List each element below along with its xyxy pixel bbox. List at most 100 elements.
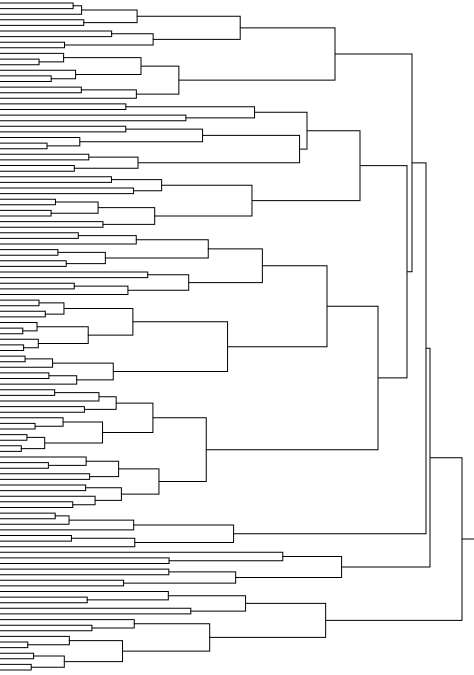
dendrogram-merge-link xyxy=(0,310,46,318)
dendrogram-merge-link xyxy=(20,436,46,450)
dendrogram-merge-link xyxy=(0,260,67,267)
dendrogram-merge-link xyxy=(205,305,379,451)
dendrogram-merge-link xyxy=(0,19,85,26)
dendrogram-merge-link xyxy=(0,187,135,195)
dendrogram-merge-link xyxy=(36,326,89,344)
dendrogram-merge-link xyxy=(0,389,56,396)
dendrogram-merge-link xyxy=(0,142,48,150)
dendrogram-merge-link xyxy=(73,156,139,169)
dendrogram-merge-link xyxy=(0,417,64,427)
dendrogram-merge-link xyxy=(38,302,65,315)
dendrogram-merge-link xyxy=(359,165,408,379)
dendrogram-merge-link xyxy=(112,321,229,372)
dendrogram-merge-link xyxy=(0,619,135,629)
dendrogram-merge-link xyxy=(0,75,52,82)
dendrogram-merge-link xyxy=(251,130,361,202)
dendrogram-merge-link xyxy=(85,487,122,501)
dendrogram-merge-link xyxy=(0,249,59,256)
dendrogram-merge-link xyxy=(81,9,138,24)
dendrogram-merge-link xyxy=(0,137,81,147)
dendrogram-merge-link xyxy=(0,103,127,110)
dendrogram-merge-link xyxy=(0,52,65,63)
dendrogram-merge-link xyxy=(0,515,70,525)
dendrogram-merge-link xyxy=(0,176,113,183)
dendrogram-merge-link xyxy=(63,308,134,336)
dendrogram-merge-link xyxy=(0,557,170,564)
dendrogram-merge-link xyxy=(97,207,156,225)
dendrogram-merge-link xyxy=(0,663,32,671)
dendrogram-merge-link xyxy=(136,15,241,40)
dendrogram-merge-link xyxy=(0,338,39,349)
dendrogram-merge-link xyxy=(83,396,117,410)
dendrogram-merge-link xyxy=(0,512,56,520)
dendrogram-merge-link xyxy=(52,362,114,381)
dendrogram-merge-link xyxy=(0,535,72,542)
dendrogram-merge-link xyxy=(233,162,427,535)
dendrogram-merge-link xyxy=(0,501,74,508)
dendrogram-merge-link xyxy=(334,53,413,273)
dendrogram-merge-link xyxy=(0,551,284,562)
dendrogram-merge-link xyxy=(0,165,75,172)
dendrogram-merge-link xyxy=(0,495,96,506)
dendrogram-merge-link xyxy=(63,640,124,663)
dendrogram-merge-link xyxy=(50,201,99,214)
dendrogram-merge-link xyxy=(0,235,137,245)
dendrogram-merge-link xyxy=(0,322,38,332)
dendrogram-merge-link xyxy=(0,209,52,217)
dendrogram-merge-link xyxy=(0,372,50,379)
dendrogram-merge-link xyxy=(0,579,125,587)
dendrogram-merge-link xyxy=(123,571,237,584)
dendrogram-merge-link xyxy=(102,402,154,433)
dendrogram-merge-link xyxy=(0,462,49,469)
dendrogram-merge-link xyxy=(178,27,336,81)
dendrogram-merge-link xyxy=(0,591,169,601)
dendrogram-merge-link xyxy=(0,41,66,49)
dendrogram-merge-link xyxy=(0,221,104,228)
dendrogram-merge-link xyxy=(0,30,113,38)
dendrogram-merge-link xyxy=(154,184,253,217)
dendrogram-merge-link xyxy=(0,58,40,66)
dendrogram-merge-link xyxy=(0,456,87,466)
dendrogram-merge-link xyxy=(0,299,40,307)
dendrogram-merge-link xyxy=(0,596,88,604)
dendrogram-merge-link xyxy=(0,484,87,492)
dendrogram-merge-link xyxy=(0,652,35,660)
dendrogram-merge-link xyxy=(64,33,154,46)
dendrogram-merge-link xyxy=(57,251,106,265)
dendrogram-merge-link xyxy=(30,655,65,668)
dendrogram-merge-link xyxy=(135,65,180,95)
dendrogram-merge-link xyxy=(133,524,235,543)
dendrogram-merge-link xyxy=(235,556,343,578)
dendrogram-merge-link xyxy=(0,153,90,161)
dendrogram-merge-link xyxy=(125,106,256,119)
dendrogram-merge-link xyxy=(188,248,263,284)
dendrogram-merge-link xyxy=(0,519,135,531)
dendrogram-merge-link xyxy=(0,232,79,239)
dendrogram-merge-link xyxy=(0,125,127,133)
dendrogram-merge-link xyxy=(0,285,129,295)
dendrogram-merge-link xyxy=(0,406,85,413)
dendrogram-merge-link xyxy=(0,375,78,385)
dendrogram-merge-link xyxy=(0,198,56,206)
dendrogram-merge-link xyxy=(0,89,137,99)
dendrogram-merge-link xyxy=(0,86,82,94)
dendrogram-merge-link xyxy=(0,635,70,646)
dendrogram-merge-link xyxy=(85,460,120,478)
dendrogram-merge-link xyxy=(0,327,24,335)
dendrogram-merge-link xyxy=(0,537,136,548)
dendrogram-merge-link xyxy=(118,468,160,495)
dendrogram-merge-link xyxy=(0,114,187,122)
dendrogram-merge-link xyxy=(0,392,100,402)
dendrogram-merge-link xyxy=(0,624,93,632)
dendrogram-merge-link xyxy=(209,602,327,638)
dendrogram-merge-link xyxy=(0,434,28,441)
dendrogram-merge-link xyxy=(227,265,328,348)
dendrogram-merge-link xyxy=(0,271,149,279)
dendrogram-merge-link xyxy=(0,641,29,649)
dendrogram-merge-link xyxy=(0,473,91,480)
dendrogram-merge-link xyxy=(0,445,22,452)
dendrogram-merge-link xyxy=(0,344,25,351)
dendrogram-merge-link xyxy=(0,5,83,15)
dendrogram-merge-link xyxy=(0,2,74,10)
dendrogram-merge-link xyxy=(104,239,209,259)
